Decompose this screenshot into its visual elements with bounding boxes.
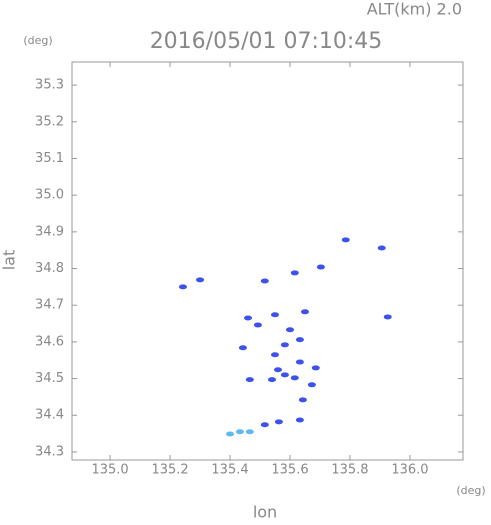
x-tick-label: 135.2 [151, 463, 188, 478]
y-tick-label: 35.1 [35, 151, 64, 166]
echo [270, 312, 279, 318]
echo [311, 365, 320, 371]
echo [300, 309, 309, 315]
echo [316, 264, 325, 270]
x-tick-label: 135.6 [271, 463, 308, 478]
echo [260, 422, 269, 428]
echo [244, 315, 253, 321]
echo [341, 237, 350, 243]
y-tick-label: 35.2 [35, 114, 64, 129]
echo [196, 277, 205, 283]
echo [280, 372, 289, 378]
echo [245, 429, 254, 435]
echo [178, 284, 187, 290]
y-axis-label: lat [0, 250, 19, 271]
echo [267, 377, 276, 383]
chart-subtitle: ALT(km) 2.0 [367, 0, 462, 19]
echo [290, 375, 299, 381]
echo [285, 327, 294, 333]
echo [383, 314, 392, 320]
echo [307, 382, 316, 388]
y-tick-label: 35.0 [35, 188, 64, 203]
echo [245, 377, 254, 383]
x-tick-label: 135.0 [91, 463, 128, 478]
x-tick-label: 135.4 [211, 463, 248, 478]
y-tick-label: 34.4 [35, 408, 64, 423]
echo [226, 431, 235, 437]
y-tick-label: 34.5 [35, 371, 64, 386]
echo [260, 278, 269, 284]
y-tick-label: 35.3 [35, 78, 64, 93]
y-tick-label: 34.7 [35, 298, 64, 313]
echo [295, 417, 304, 423]
y-tick-label: 34.6 [35, 334, 64, 349]
chart-title: 2016/05/01 07:10:45 [150, 29, 383, 54]
echo [377, 245, 386, 251]
x-unit: (deg) [456, 484, 485, 497]
x-tick-label: 135.8 [331, 463, 368, 478]
echo [270, 352, 279, 358]
echo [295, 337, 304, 343]
echo [298, 397, 307, 403]
echo [235, 429, 244, 435]
echo [274, 419, 283, 425]
echo [290, 270, 299, 276]
plot-frame [71, 61, 464, 461]
y-tick-label: 34.8 [35, 261, 64, 276]
echo [273, 367, 282, 373]
echo [253, 322, 262, 328]
echo [280, 342, 289, 348]
x-tick-label: 136.0 [391, 463, 428, 478]
echo [238, 345, 247, 351]
y-tick-label: 34.9 [35, 224, 64, 239]
y-unit: (deg) [23, 34, 52, 47]
echo [295, 359, 304, 365]
x-axis-label: lon [253, 503, 277, 522]
y-tick-label: 34.3 [35, 444, 64, 459]
